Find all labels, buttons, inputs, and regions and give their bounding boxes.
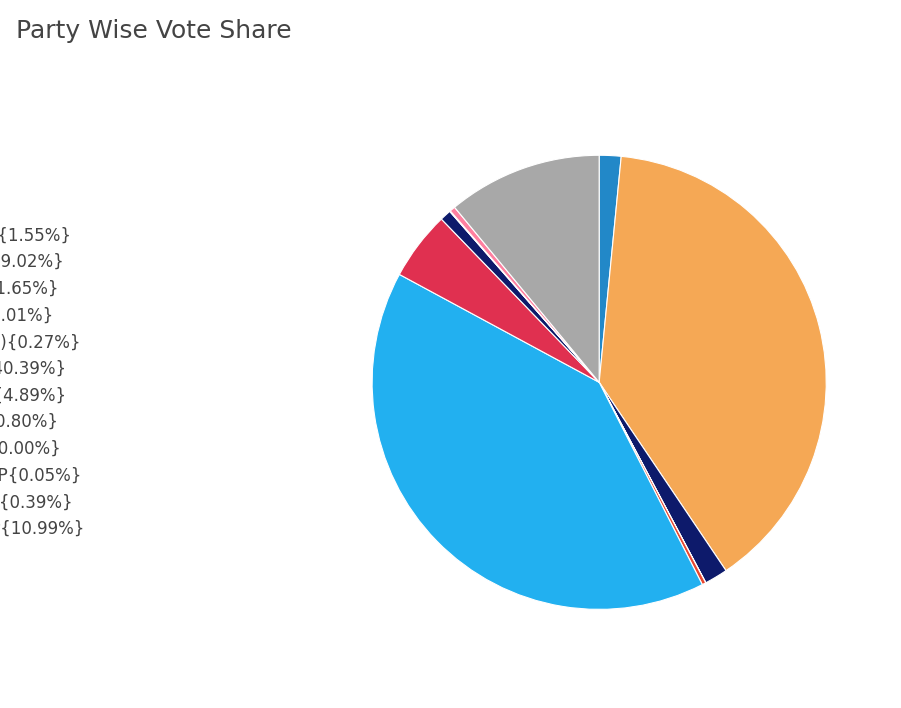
Wedge shape [450, 211, 599, 382]
Wedge shape [372, 275, 702, 610]
Wedge shape [599, 155, 622, 382]
Wedge shape [441, 211, 599, 382]
Wedge shape [455, 155, 599, 382]
Wedge shape [599, 156, 826, 571]
Wedge shape [450, 207, 599, 382]
Wedge shape [599, 382, 705, 583]
Wedge shape [599, 382, 705, 585]
Legend: AAAP{1.55%}, BJP{39.02%}, BSP{1.65%}, CPI{0.01%}, CPI(M){0.27%}, INC{40.39%}, IN: AAAP{1.55%}, BJP{39.02%}, BSP{1.65%}, CP… [0, 220, 91, 544]
Wedge shape [450, 211, 599, 382]
Wedge shape [399, 219, 599, 382]
Wedge shape [599, 382, 726, 583]
Text: Party Wise Vote Share: Party Wise Vote Share [16, 19, 292, 43]
